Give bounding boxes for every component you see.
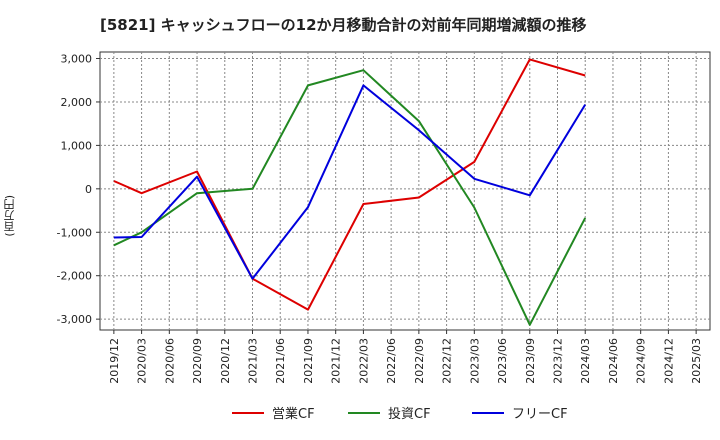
series-line-2 <box>113 69 587 326</box>
x-tick-label: 2022/12 <box>441 338 454 384</box>
series-line-1 <box>113 58 586 311</box>
grid-lines <box>96 52 710 334</box>
y-tick-label: -3,000 <box>57 313 92 326</box>
x-tick-labels: 2019/12 2020/03 2020/06 2020/09 2020/12 2021/… <box>108 338 703 384</box>
y-tick-label: -2,000 <box>57 270 92 283</box>
legend-label-1: 営業CF <box>272 406 315 422</box>
y-tick-label: 3,000 <box>61 53 93 66</box>
y-tick-label: 1,000 <box>61 139 93 152</box>
legend: 営業CF 投資CF フリーCF <box>232 406 568 422</box>
x-tick-label: 2023/09 <box>524 338 537 384</box>
x-tick-label: 2020/12 <box>219 338 232 384</box>
x-tick-label: 2021/12 <box>330 338 343 384</box>
x-tick-label: 2020/06 <box>163 338 176 384</box>
series-line-3 <box>113 84 587 280</box>
x-tick-label: 2024/03 <box>579 338 592 384</box>
x-tick-label: 2023/06 <box>496 338 509 384</box>
legend-label-3: フリーCF <box>512 407 568 422</box>
x-tick-label: 2025/03 <box>690 338 703 384</box>
series-lines <box>113 58 587 326</box>
x-tick-label: 2021/03 <box>247 338 260 384</box>
x-tick-label: 2022/09 <box>413 338 426 384</box>
plot-area <box>99 51 711 331</box>
x-tick-label: 2021/06 <box>274 338 287 384</box>
x-tick-label: 2022/03 <box>357 338 370 384</box>
x-tick-label: 2024/12 <box>662 338 675 384</box>
y-tick-label: -1,000 <box>57 226 92 239</box>
y-tick-label: 2,000 <box>61 96 93 109</box>
y-tick-label: 0 <box>85 183 92 196</box>
x-tick-label: 2021/09 <box>302 338 315 384</box>
chart-title: [5821] キャッシュフローの12か月移動合計の対前年同期増減額の推移 <box>100 16 587 34</box>
x-tick-label: 2023/03 <box>468 338 481 384</box>
x-tick-label: 2023/12 <box>552 338 565 384</box>
x-tick-label: 2022/06 <box>385 338 398 384</box>
x-tick-label: 2024/06 <box>607 338 620 384</box>
x-tick-label: 2020/09 <box>191 338 204 384</box>
legend-label-2: 投資CF <box>388 406 431 422</box>
x-tick-label: 2024/09 <box>635 338 648 384</box>
y-tick-labels: 3,000 2,000 1,000 0 -1,000 -2,000 -3,000 <box>57 53 92 327</box>
x-tick-label: 2020/03 <box>136 338 149 384</box>
x-tick-label: 2019/12 <box>108 338 121 384</box>
